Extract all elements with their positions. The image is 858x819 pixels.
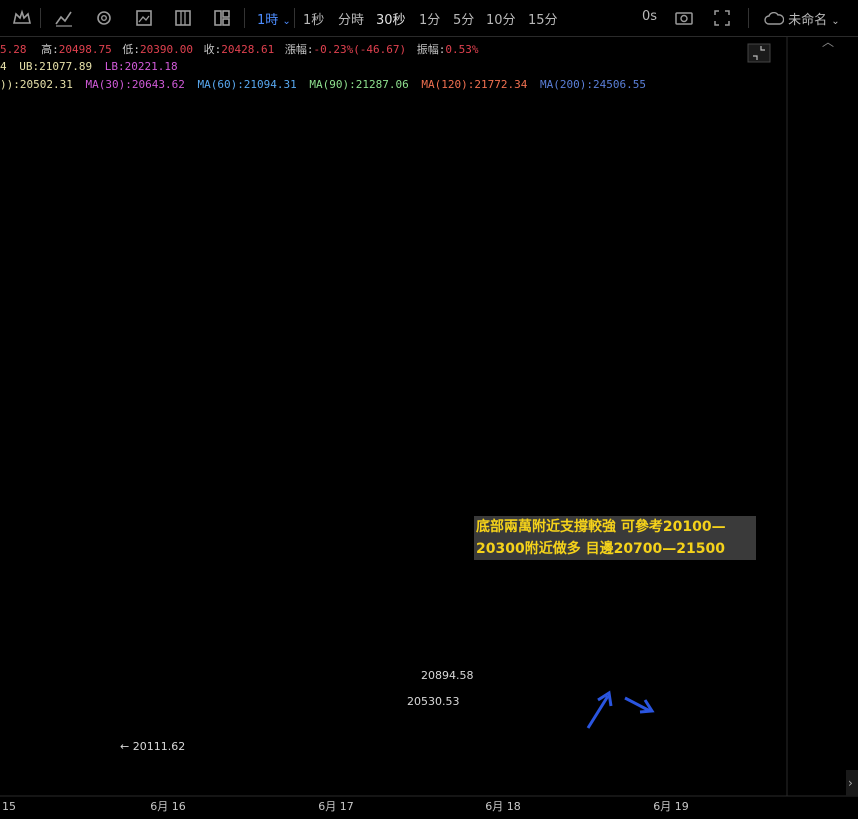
interval-15m[interactable]: 15分 xyxy=(528,13,558,28)
expand-corner-glyph-icon xyxy=(760,46,765,51)
crown-logo-icon[interactable] xyxy=(12,8,32,28)
high-value: 20498.75 xyxy=(58,43,112,56)
interval-dropdown[interactable]: 1時 ⌄ xyxy=(257,13,291,28)
x-tick-label: 6月 16 xyxy=(150,800,186,813)
price-annotation-label: ← 20111.62 xyxy=(120,740,185,753)
template-icon[interactable] xyxy=(173,8,193,28)
price-annotation-label: 20530.53 xyxy=(407,695,460,708)
expand-corner-glyph-icon xyxy=(753,55,758,60)
scroll-right-button[interactable] xyxy=(846,770,858,796)
interval-1m[interactable]: 1分 xyxy=(419,13,441,28)
expand-corner-icon[interactable] xyxy=(747,43,771,63)
collapse-chevron-icon[interactable]: ︿ xyxy=(822,37,834,49)
ub-value: 21077.89 xyxy=(39,60,93,73)
settings-gear-icon[interactable] xyxy=(94,8,114,28)
amplitude-value: 0.53% xyxy=(445,43,479,56)
high-label: 高: xyxy=(41,43,59,56)
analysis-annotation: 底部兩萬附近支撐較強 可參考20100— 20300附近做多 目邊20700—2… xyxy=(474,516,756,560)
bollinger-row: 4 UB:21077.89 LB:20221.18 xyxy=(0,60,178,73)
up-arrow-icon xyxy=(586,695,610,729)
image-icon[interactable] xyxy=(134,8,154,28)
down-arrow-head-icon xyxy=(639,699,655,714)
annotation-line-1: 底部兩萬附近支撐較強 可參考20100— xyxy=(476,519,726,535)
ma5-value: )):20502.31 xyxy=(0,78,73,91)
low-value: 20390.00 xyxy=(139,43,193,56)
change-label: 漲幅: xyxy=(284,43,314,56)
layout-grid-icon[interactable] xyxy=(212,8,232,28)
ub-label: UB: xyxy=(19,60,40,73)
ohlc-prefix: 5.28 xyxy=(0,43,27,56)
save-layout-button[interactable]: 未命名 ⌄ xyxy=(764,9,840,28)
chevron-down-icon: ⌄ xyxy=(831,16,840,27)
price-annotation-label: 20894.58 xyxy=(421,669,474,682)
up-arrow-head-icon xyxy=(597,690,613,707)
ma30-value: MA(30):20643.62 xyxy=(85,78,185,91)
amplitude-label: 振幅: xyxy=(416,43,446,56)
x-tick-label: 6月 17 xyxy=(318,800,354,813)
interval-5m[interactable]: 5分 xyxy=(453,13,475,28)
interval-1s[interactable]: 1秒 xyxy=(303,13,325,28)
camera-icon[interactable] xyxy=(674,8,694,28)
chevron-right-icon: › xyxy=(848,776,853,790)
annotation-line-2: 20300附近做多 目邊20700—21500 xyxy=(476,541,725,557)
fullscreen-icon[interactable] xyxy=(712,8,732,28)
toolbar: 1時 ⌄ 1秒 分時 30秒 1分 5分 10分 15分 0s 未命名 ⌄ xyxy=(0,0,858,37)
down-arrow-icon xyxy=(624,696,651,713)
change-value: -0.23%(-46.67) xyxy=(313,43,407,56)
cloud-icon xyxy=(764,11,785,25)
ohlc-row: 5.28 高:20498.75 低:20390.00 收:20428.61 漲幅… xyxy=(0,41,479,57)
ma90-value: MA(90):21287.06 xyxy=(309,78,409,91)
chevron-down-icon: ⌄ xyxy=(282,16,291,27)
x-tick-label: 6月 19 xyxy=(653,800,689,813)
bollinger-prefix: 4 xyxy=(0,60,7,73)
close-value: 20428.61 xyxy=(221,43,275,56)
interval-timeshare[interactable]: 分時 xyxy=(338,13,365,28)
low-label: 低: xyxy=(122,43,140,56)
lb-value: 20221.18 xyxy=(124,60,178,73)
ma120-value: MA(120):21772.34 xyxy=(421,78,528,91)
chart-type-icon[interactable] xyxy=(54,8,74,28)
x-tick-label: 6月 18 xyxy=(485,800,521,813)
ma-row: )):20502.31 MA(30):20643.62 MA(60):21094… xyxy=(0,78,646,91)
ma60-value: MA(60):21094.31 xyxy=(197,78,297,91)
countdown-label: 0s xyxy=(642,9,658,24)
interval-30s[interactable]: 30秒 xyxy=(376,13,406,28)
x-tick-label: 15 xyxy=(2,800,16,813)
ma200-value: MA(200):24506.55 xyxy=(539,78,646,91)
lb-label: LB: xyxy=(104,60,125,73)
interval-10m[interactable]: 10分 xyxy=(486,13,516,28)
close-label: 收: xyxy=(203,43,222,56)
